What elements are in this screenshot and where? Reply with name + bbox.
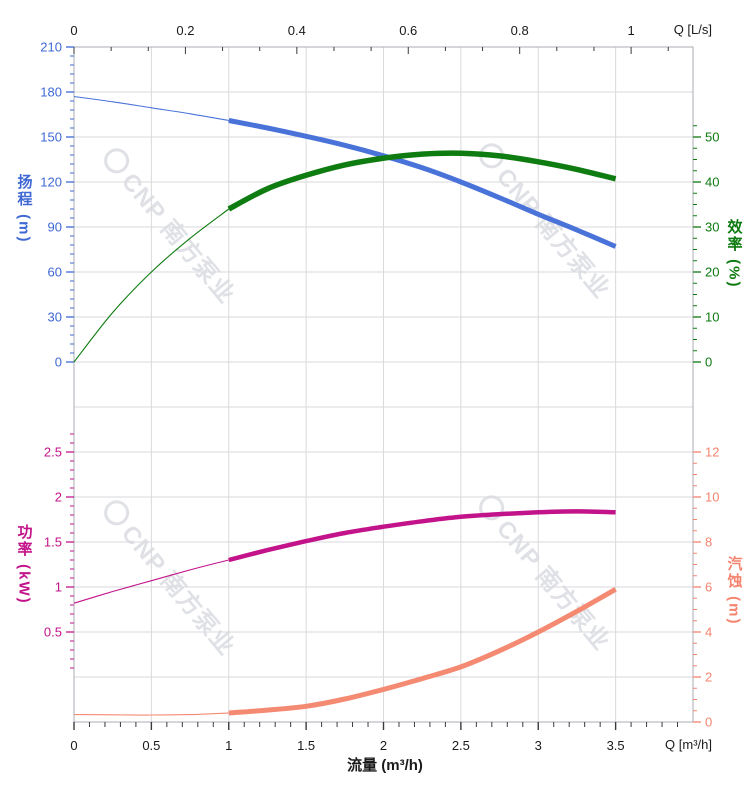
power-tick-label: 1.5 xyxy=(44,535,62,550)
bottom-axis-tick-label: 2.5 xyxy=(452,738,470,753)
bottom-axis-tick-label: 2 xyxy=(380,738,387,753)
efficiency-curve xyxy=(227,150,617,212)
npsh-tick-label: 8 xyxy=(705,535,712,550)
head-tick-label: 60 xyxy=(48,265,62,280)
npsh-tick-label: 0 xyxy=(705,715,712,730)
head-tick-label: 210 xyxy=(40,40,62,55)
eff-tick-label: 40 xyxy=(705,175,719,190)
eff-axis: 0 10 20 30 40 50 xyxy=(693,125,719,370)
efficiency-curve-thin xyxy=(73,208,230,363)
npsh-tick-label: 4 xyxy=(705,625,712,640)
eff-tick-label: 10 xyxy=(705,310,719,325)
head-tick-label: 0 xyxy=(55,355,62,370)
top-axis-tick-label: 0.6 xyxy=(399,23,417,38)
power-curve-group xyxy=(73,509,616,604)
power-axis-title: 功率 (kW) xyxy=(15,524,33,605)
power-tick-label: 0.5 xyxy=(44,625,62,640)
q-m3h-corner-label: Q [m³/h] xyxy=(665,737,712,752)
npsh-axis: 0 2 4 6 8 10 12 xyxy=(693,445,719,730)
efficiency-axis-title: 效率 (%) xyxy=(725,219,743,289)
bottom-axis-tick-label: 1 xyxy=(225,738,232,753)
head-axis-title: 扬程 (m) xyxy=(15,174,33,244)
power-curve-thin xyxy=(73,559,229,604)
flow-axis-title: 流量 (m³/h) xyxy=(347,757,423,774)
eff-tick-label: 50 xyxy=(705,130,719,145)
head-tick-label: 120 xyxy=(40,175,62,190)
top-axis-tick-label: 0.8 xyxy=(511,23,529,38)
eff-tick-label: 30 xyxy=(705,220,719,235)
top-axis-tick-label: 0 xyxy=(70,23,77,38)
npsh-curve xyxy=(228,587,617,716)
q-ls-corner-label: Q [L/s] xyxy=(673,22,712,37)
head-tick-label: 180 xyxy=(40,85,62,100)
head-tick-label: 150 xyxy=(40,130,62,145)
grid xyxy=(74,47,693,722)
head-axis: 0 30 60 90 120 150 180 210 xyxy=(40,40,74,370)
bottom-axis-tick-label: 3 xyxy=(535,738,542,753)
top-axis-tick-label: 0.4 xyxy=(288,23,306,38)
top-axis-tick-label: 0.2 xyxy=(176,23,194,38)
power-curve xyxy=(228,509,616,563)
bottom-axis-tick-label: 0.5 xyxy=(142,738,160,753)
top-axis-tick-label: 1 xyxy=(627,23,634,38)
npsh-curve-group xyxy=(73,587,617,716)
power-axis: 0.5 1 1.5 2 2.5 xyxy=(44,433,74,669)
efficiency-curve-group xyxy=(73,150,617,363)
bottom-axis-tick-label: 0 xyxy=(70,738,77,753)
npsh-tick-label: 12 xyxy=(705,445,719,460)
power-tick-label: 1 xyxy=(55,580,62,595)
head-curve xyxy=(228,118,617,249)
bottom-axis-tick-label: 3.5 xyxy=(607,738,625,753)
eff-tick-label: 20 xyxy=(705,265,719,280)
npsh-tick-label: 10 xyxy=(705,490,719,505)
npsh-axis-title: 汽蚀 (m) xyxy=(725,556,743,626)
power-tick-label: 2.5 xyxy=(44,445,62,460)
bottom-axis-tick-label: 1.5 xyxy=(297,738,315,753)
bottom-axis: 0 0.5 1 1.5 2 2.5 3 3.5 xyxy=(70,722,679,753)
head-tick-label: 90 xyxy=(48,220,62,235)
eff-tick-label: 0 xyxy=(705,355,712,370)
power-tick-label: 2 xyxy=(55,490,62,505)
npsh-tick-label: 6 xyxy=(705,580,712,595)
npsh-curve-thin xyxy=(73,712,229,716)
head-curve-group xyxy=(73,95,617,249)
head-curve-thin xyxy=(73,95,229,122)
npsh-tick-label: 2 xyxy=(705,670,712,685)
head-tick-label: 30 xyxy=(48,310,62,325)
top-axis: 0 0.2 0.4 0.6 0.8 1 xyxy=(70,23,669,54)
